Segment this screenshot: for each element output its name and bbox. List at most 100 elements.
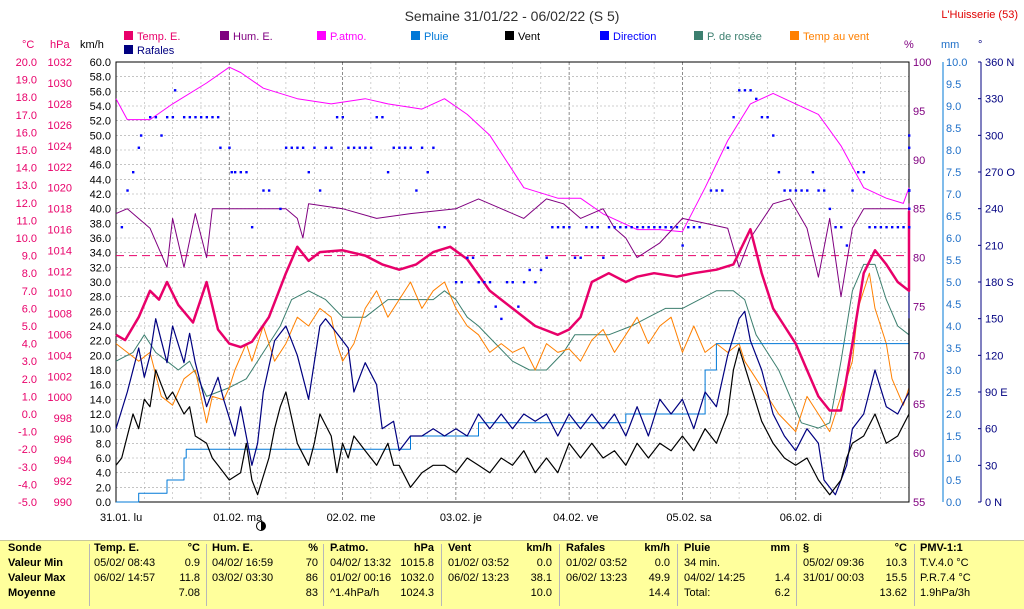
- direction-point: [885, 226, 888, 229]
- pressure-tick-label: 998: [54, 413, 72, 425]
- rain-tick-label: 4.5: [946, 299, 961, 311]
- wind-tick-label: 40.0: [90, 204, 111, 216]
- temp-tick-label: 5.0: [22, 321, 37, 333]
- dir-tick-label: 300: [985, 130, 1003, 142]
- direction-point: [789, 189, 792, 192]
- rain-unit: mm: [941, 39, 959, 51]
- direction-point: [545, 256, 548, 259]
- direction-point: [743, 89, 747, 92]
- footer-col-temp: Temp. E. °C 05/02/ 08:43 0.9 06/02/ 14:57 1…: [94, 541, 200, 609]
- footer-patmo-trend: ^1.4hPa/h: [330, 587, 380, 599]
- direction-point: [896, 226, 900, 229]
- axes: -5.0 -4.0 -3.0 -2.0 -1.0 0.0 1.0 2.0 3.0 4.0 5.0 6.…: [16, 57, 1016, 509]
- footer-pluie-max-date: 04/02/ 14:25: [684, 572, 746, 584]
- direction-point: [908, 146, 911, 149]
- direction-point: [233, 171, 237, 174]
- day-label: 06.02. di: [780, 512, 822, 524]
- footer-ressenti-mean-val: 13.62: [879, 587, 907, 599]
- rain-tick-label: 8.5: [946, 123, 961, 135]
- direction-point: [528, 268, 531, 272]
- footer-rafales-max-date: 06/02/ 13:23: [566, 572, 628, 584]
- footer-vent-max-date: 06/02/ 13:23: [448, 572, 510, 584]
- footer-patmo-min-date: 04/02/ 13:32: [330, 557, 392, 569]
- wind-tick-label: 44.0: [90, 174, 111, 186]
- direction-point: [602, 256, 605, 259]
- rain-tick-label: 10.0: [946, 57, 967, 69]
- dir-tick-label: 60: [985, 424, 997, 436]
- direction-point: [330, 146, 333, 149]
- pressure-tick-label: 1030: [48, 78, 72, 90]
- direction-point: [347, 146, 350, 149]
- footer-ressenti-title: §: [803, 542, 810, 554]
- direction-point: [301, 146, 305, 149]
- direction-point: [698, 226, 701, 229]
- footer-pluie-unit: mm: [770, 542, 790, 554]
- footer-vent-min-val: 0.0: [536, 557, 552, 569]
- direction-point: [585, 226, 588, 229]
- footer-vent-max-val: 38.1: [530, 572, 552, 584]
- direction-point: [908, 189, 911, 192]
- rain-tick-label: 0.0: [946, 497, 961, 509]
- rain-tick-label: 2.5: [946, 387, 961, 399]
- wind-tick-label: 30.0: [90, 277, 111, 289]
- wind-tick-label: 56.0: [90, 86, 111, 98]
- direction-point: [131, 171, 135, 174]
- footer-temp-max-date: 06/02/ 14:57: [94, 572, 156, 584]
- direction-point: [828, 207, 832, 211]
- footer-temp-mean-val: 7.08: [178, 587, 200, 599]
- rain-tick-label: 9.0: [946, 101, 961, 113]
- legend-label-pluie: Pluie: [424, 31, 448, 43]
- hum-tick-label: 85: [913, 204, 925, 216]
- wind-tick-label: 42.0: [90, 189, 111, 201]
- direction-point: [879, 226, 883, 229]
- series-rafales: [115, 222, 910, 496]
- dir-tick-label: 0 N: [985, 497, 1002, 509]
- footer-col-pmv: PMV-1:1 T.V.4.0 °C P.R.7.4 °C 1.9hPa/3h: [920, 541, 1020, 609]
- legend-swatch-patmo: [317, 31, 326, 40]
- wind-tick-label: 8.0: [96, 438, 111, 450]
- wind-unit: km/h: [80, 39, 104, 51]
- hum-unit: %: [904, 39, 914, 51]
- dir-tick-label: 90 E: [985, 387, 1008, 399]
- footer-patmo-mean-val: 1024.3: [400, 587, 434, 599]
- direction-point: [760, 116, 764, 119]
- wind-tick-label: 2.0: [96, 482, 111, 494]
- legend-label-vent: Vent: [518, 31, 540, 43]
- series-temp: [115, 210, 911, 412]
- direction-point: [284, 146, 288, 149]
- moon-icon: [256, 521, 266, 531]
- direction-point: [783, 189, 786, 192]
- direction-point: [318, 189, 322, 192]
- direction-point: [505, 281, 509, 284]
- footer-sonde-max: Valeur Max: [8, 572, 66, 584]
- wind-tick-label: 26.0: [90, 306, 111, 318]
- direction-point: [392, 146, 395, 149]
- direction-point: [902, 226, 905, 229]
- direction-point: [230, 171, 233, 174]
- footer-ressenti-unit: °C: [894, 542, 907, 554]
- footer-hum-min-val: 70: [305, 557, 318, 569]
- direction-point: [647, 226, 650, 229]
- direction-point: [483, 281, 486, 284]
- direction-point: [766, 116, 769, 119]
- temp-tick-label: 17.0: [16, 110, 37, 122]
- footer-temp-min-date: 05/02/ 08:43: [94, 557, 156, 569]
- series-layer: [115, 66, 911, 503]
- direction-point: [409, 146, 412, 149]
- wind-tick-label: 10.0: [90, 424, 111, 436]
- dir-tick-label: 210: [985, 240, 1003, 252]
- footer-rafales-max-val: 49.9: [648, 572, 670, 584]
- dir-tick-label: 180 S: [985, 277, 1014, 289]
- direction-point: [460, 281, 463, 284]
- hum-tick-label: 55: [913, 497, 925, 509]
- wind-tick-label: 38.0: [90, 218, 111, 230]
- direction-point: [324, 146, 327, 149]
- legend-swatch-temp: [124, 31, 133, 40]
- direction-point: [579, 256, 582, 259]
- wind-tick-label: 46.0: [90, 160, 111, 172]
- temp-tick-label: 6.0: [22, 303, 37, 315]
- legend-label-temp: Temp. E.: [137, 31, 180, 43]
- direction-point: [369, 146, 373, 149]
- direction-point: [721, 189, 724, 192]
- legend-swatch-direction: [600, 31, 609, 40]
